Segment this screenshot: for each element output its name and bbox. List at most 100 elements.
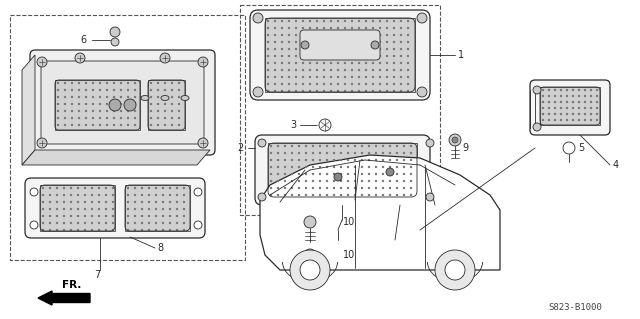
Circle shape [379,90,381,92]
Circle shape [323,69,325,71]
Circle shape [71,103,73,105]
Circle shape [386,48,388,50]
Circle shape [127,117,129,119]
Circle shape [400,48,402,50]
Circle shape [333,194,335,196]
Circle shape [340,194,342,196]
Circle shape [109,99,121,111]
Circle shape [295,27,297,29]
Circle shape [270,145,272,147]
Circle shape [316,90,318,92]
Circle shape [361,159,364,161]
Circle shape [340,166,342,168]
Circle shape [375,145,377,147]
Circle shape [386,34,388,36]
Circle shape [560,89,562,91]
Ellipse shape [181,95,189,100]
Circle shape [354,145,356,147]
Circle shape [295,41,297,43]
Circle shape [358,90,360,92]
Circle shape [63,201,65,203]
Circle shape [300,260,320,280]
Circle shape [290,250,330,290]
Circle shape [584,113,586,115]
Circle shape [554,119,556,121]
Circle shape [302,83,304,85]
Circle shape [49,229,51,231]
Circle shape [309,62,311,64]
Circle shape [281,48,283,50]
Circle shape [274,76,276,78]
Circle shape [49,194,51,196]
Circle shape [113,82,115,84]
Circle shape [288,90,290,92]
Circle shape [267,34,269,36]
Circle shape [312,180,314,182]
Circle shape [162,194,164,196]
Circle shape [302,69,304,71]
Circle shape [312,194,314,196]
Circle shape [42,229,44,231]
Circle shape [77,215,79,217]
Circle shape [63,194,65,196]
Circle shape [155,208,157,210]
Circle shape [572,119,574,121]
Circle shape [277,166,279,168]
Circle shape [98,194,100,196]
Circle shape [267,48,269,50]
Circle shape [150,103,152,105]
Circle shape [542,119,544,121]
Circle shape [316,62,318,64]
Circle shape [403,159,405,161]
Circle shape [410,145,412,147]
Circle shape [410,159,412,161]
Circle shape [148,229,150,231]
Circle shape [99,117,101,119]
Circle shape [64,89,66,91]
Circle shape [365,27,367,29]
Circle shape [396,187,398,189]
Circle shape [305,152,307,154]
Circle shape [554,107,556,109]
Circle shape [368,166,370,168]
Circle shape [302,27,304,29]
Circle shape [596,101,598,103]
Circle shape [371,41,379,49]
Circle shape [344,20,346,22]
Circle shape [417,87,427,97]
Circle shape [112,194,114,196]
Circle shape [361,166,364,168]
Circle shape [183,201,185,203]
Circle shape [71,82,73,84]
Circle shape [105,201,108,203]
Circle shape [563,142,575,154]
Circle shape [127,215,129,217]
Polygon shape [260,155,500,270]
Circle shape [388,159,391,161]
Circle shape [92,89,94,91]
Circle shape [155,187,157,189]
Circle shape [298,187,300,189]
Circle shape [277,187,279,189]
Circle shape [99,96,101,98]
Polygon shape [22,55,35,165]
Circle shape [178,103,180,105]
Circle shape [155,222,157,224]
Circle shape [319,180,321,182]
Circle shape [330,41,332,43]
Circle shape [295,69,297,71]
Circle shape [295,90,297,92]
Circle shape [64,96,66,98]
Circle shape [92,117,94,119]
Circle shape [340,173,342,175]
Circle shape [298,173,300,175]
Circle shape [388,145,391,147]
Text: 7: 7 [94,270,100,280]
Circle shape [49,208,51,210]
Circle shape [84,110,87,112]
Circle shape [148,215,150,217]
Circle shape [84,89,87,91]
Circle shape [178,124,180,126]
Circle shape [157,103,159,105]
Circle shape [319,187,321,189]
